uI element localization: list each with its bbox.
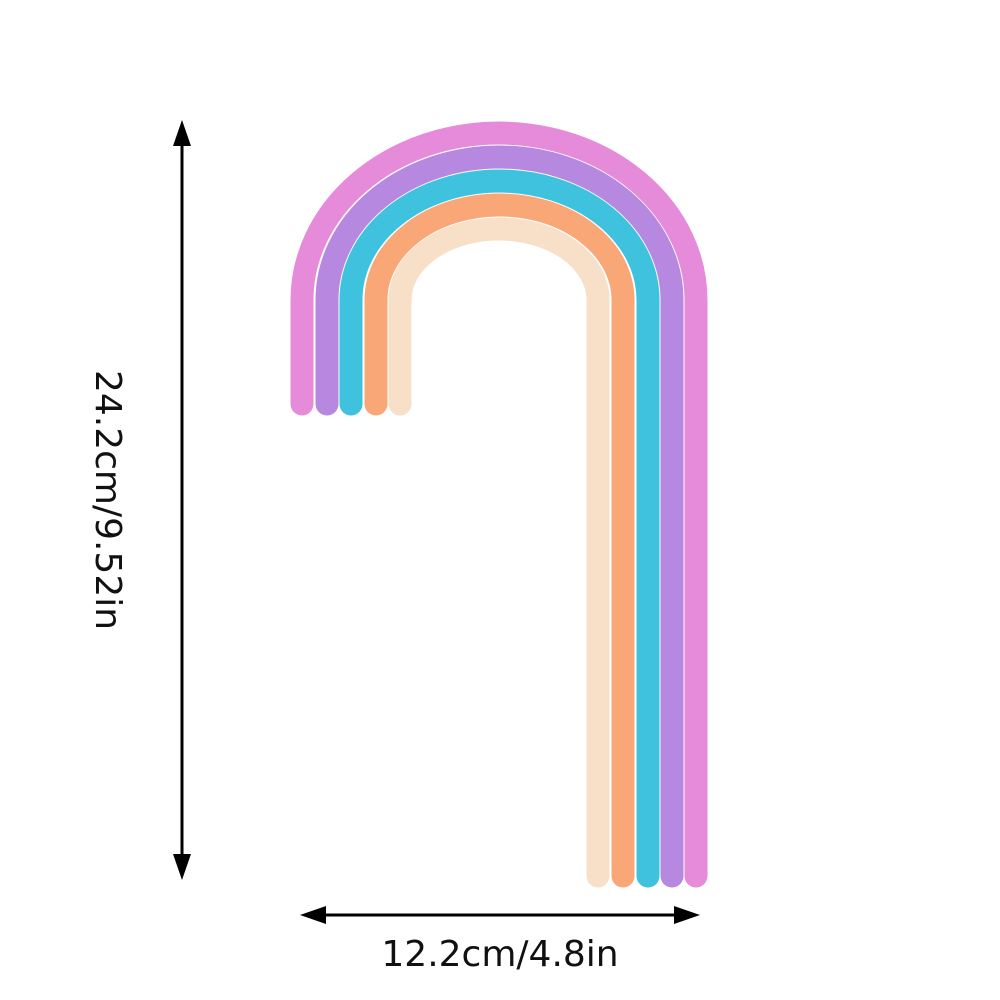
height-dimension-arrow xyxy=(173,120,191,880)
tube-3 xyxy=(339,169,660,888)
tube-2 xyxy=(315,145,684,888)
tube-1 xyxy=(290,121,708,888)
width-dimension-arrow xyxy=(300,906,700,924)
tube-5 xyxy=(388,217,610,888)
tube-4 xyxy=(364,193,635,888)
height-label: 24.2cm/9.52in xyxy=(87,370,128,630)
width-label: 12.2cm/4.8in xyxy=(381,934,618,975)
rainbow-tubes xyxy=(290,121,708,888)
